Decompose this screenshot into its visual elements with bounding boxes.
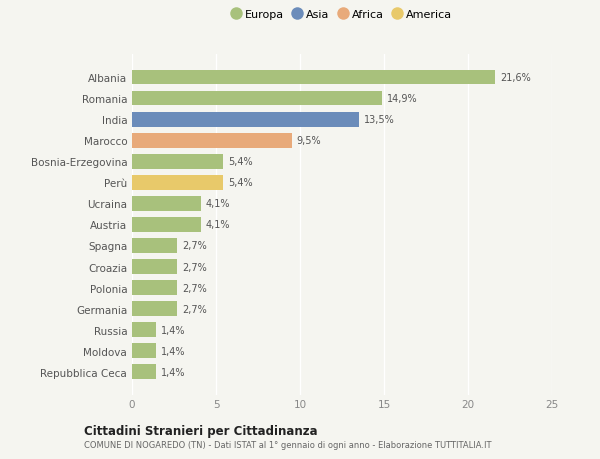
Text: 9,5%: 9,5% (296, 136, 321, 146)
Text: 2,7%: 2,7% (182, 241, 207, 251)
Bar (132, 239, 178, 253)
Bar (132, 218, 201, 232)
Text: 21,6%: 21,6% (500, 73, 530, 83)
Bar (132, 302, 178, 316)
Bar (132, 71, 495, 85)
Text: 4,1%: 4,1% (206, 220, 230, 230)
Bar (132, 364, 155, 379)
Bar (132, 323, 155, 337)
Text: 5,4%: 5,4% (228, 178, 253, 188)
Text: Cittadini Stranieri per Cittadinanza: Cittadini Stranieri per Cittadinanza (84, 424, 317, 437)
Bar (132, 175, 223, 190)
Text: 2,7%: 2,7% (182, 304, 207, 314)
Legend: Europa, Asia, Africa, America: Europa, Asia, Africa, America (229, 6, 455, 23)
Bar (132, 196, 201, 211)
Text: 2,7%: 2,7% (182, 283, 207, 293)
Text: 2,7%: 2,7% (182, 262, 207, 272)
Bar (132, 280, 178, 295)
Text: 4,1%: 4,1% (206, 199, 230, 209)
Text: 1,4%: 1,4% (161, 325, 185, 335)
Text: 14,9%: 14,9% (388, 94, 418, 104)
Text: 1,4%: 1,4% (161, 346, 185, 356)
Bar (132, 91, 382, 106)
Bar (132, 155, 223, 169)
Text: 5,4%: 5,4% (228, 157, 253, 167)
Text: COMUNE DI NOGAREDO (TN) - Dati ISTAT al 1° gennaio di ogni anno - Elaborazione T: COMUNE DI NOGAREDO (TN) - Dati ISTAT al … (84, 441, 491, 449)
Text: 13,5%: 13,5% (364, 115, 395, 125)
Text: 1,4%: 1,4% (161, 367, 185, 377)
Bar (132, 344, 155, 358)
Bar (132, 260, 178, 274)
Bar (132, 112, 359, 127)
Bar (132, 134, 292, 148)
